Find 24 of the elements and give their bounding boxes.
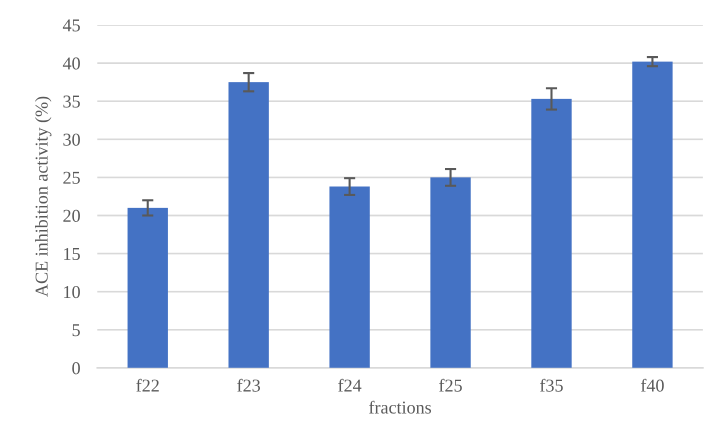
y-tick-label: 10	[64, 286, 80, 298]
y-tick-label: 20	[63, 210, 80, 222]
bar	[329, 186, 370, 368]
y-tick-label: 25	[63, 172, 80, 184]
bar	[531, 98, 572, 368]
x-tick-label: f25	[439, 378, 462, 392]
x-tick-label: f35	[540, 378, 563, 392]
y-axis-title: ACE inhibition activity (%)	[35, 96, 52, 297]
y-tick-label: 35	[63, 96, 80, 108]
bar	[128, 208, 168, 368]
x-tick-label: f40	[640, 378, 664, 392]
x-axis-title: fractions	[369, 400, 432, 414]
y-tick-label: 0	[72, 362, 80, 374]
bar	[632, 62, 673, 368]
y-tick-label: 30	[63, 134, 80, 146]
bar	[430, 177, 471, 368]
y-tick-label: 15	[64, 248, 80, 260]
y-tick-label: 5	[72, 324, 80, 336]
y-tick-label: 45	[62, 19, 80, 32]
bar	[228, 82, 269, 368]
x-tick-label: f23	[237, 378, 260, 392]
x-tick-label: f24	[338, 378, 362, 392]
x-tick-label: f22	[136, 378, 159, 392]
y-tick-label: 40	[62, 57, 80, 70]
